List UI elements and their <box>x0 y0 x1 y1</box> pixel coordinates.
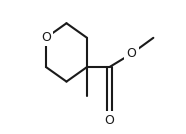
Text: O: O <box>41 31 51 44</box>
Text: O: O <box>105 113 115 126</box>
Text: O: O <box>126 47 136 60</box>
